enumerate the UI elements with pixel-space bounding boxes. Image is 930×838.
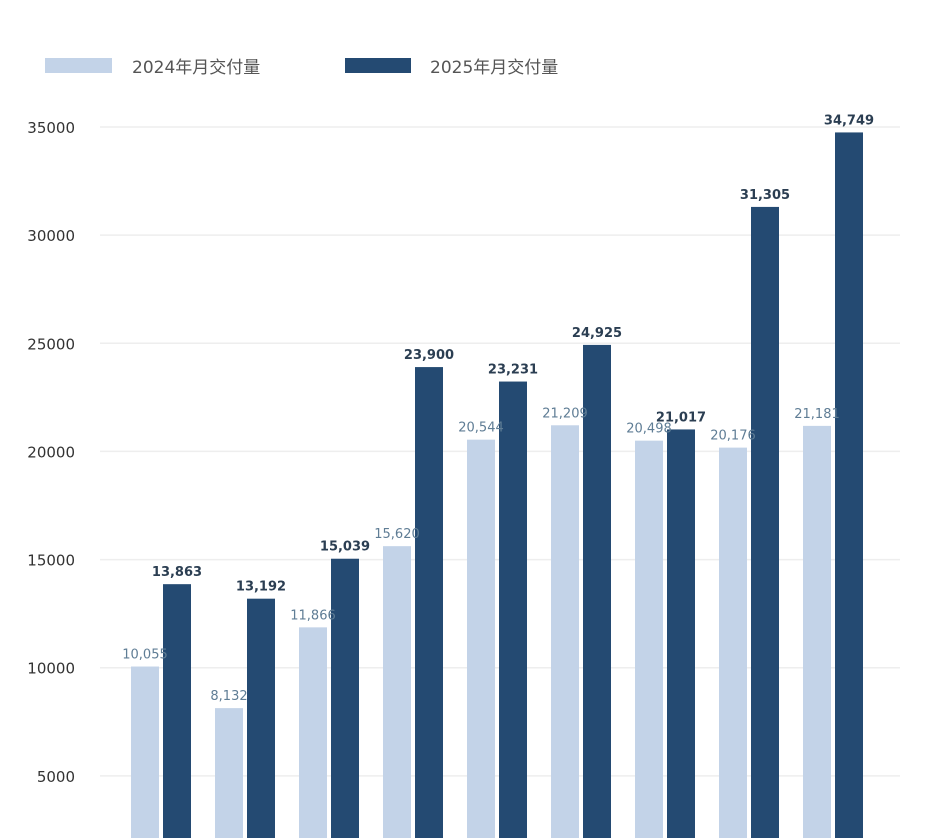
legend-label-2024: 2024年月交付量	[132, 58, 260, 78]
data-label-2025: 24,925	[572, 326, 622, 341]
bar-2025	[583, 344, 611, 838]
bar-2024	[719, 447, 747, 838]
legend-swatch-2025	[345, 58, 411, 73]
bar-2025	[499, 381, 527, 838]
y-tick-label: 20000	[27, 443, 75, 461]
data-label-2025: 23,231	[488, 363, 538, 378]
bar-2025	[331, 558, 359, 838]
bar-2024	[635, 440, 663, 838]
legend: 2024年月交付量 2025年月交付量	[45, 58, 558, 78]
y-tick-label: 15000	[27, 552, 75, 570]
legend-label-2025: 2025年月交付量	[430, 58, 558, 78]
y-tick-label: 25000	[27, 335, 75, 353]
data-label-2025: 21,017	[656, 410, 706, 425]
data-label-2025: 31,305	[740, 188, 790, 203]
bar-2024	[215, 708, 243, 838]
y-tick-label: 35000	[27, 119, 75, 137]
data-label-2025: 23,900	[404, 348, 454, 363]
data-label-2025: 15,039	[320, 540, 370, 555]
bar-2024	[131, 666, 159, 838]
bar-2024	[383, 546, 411, 838]
bar-2024	[299, 627, 327, 838]
data-label-2024: 21,209	[542, 406, 588, 421]
bar-2025	[163, 584, 191, 838]
data-label-2024: 20,498	[626, 422, 672, 437]
data-label-2024: 8,132	[210, 689, 247, 704]
bar-2025	[667, 429, 695, 838]
bar-2025	[415, 367, 443, 838]
data-label-2024: 21,181	[794, 407, 840, 422]
bar-2025	[751, 206, 779, 838]
data-label-2024: 11,866	[290, 608, 336, 623]
y-tick-label: 10000	[27, 660, 75, 678]
bar-2024	[467, 439, 495, 838]
y-axis: 5000 10000 15000 20000 25000 30000 35000	[27, 119, 75, 786]
legend-swatch-2024	[45, 58, 112, 73]
data-labels: 10,055 8,132 11,866 15,620 20,544 21,209 20,49…	[122, 113, 874, 704]
data-label-2025: 13,863	[152, 565, 202, 580]
data-label-2024: 15,620	[374, 527, 420, 542]
data-label-2025: 34,749	[824, 113, 874, 128]
bar-2024	[551, 425, 579, 838]
y-tick-label: 5000	[37, 768, 75, 786]
bar-2025	[835, 132, 863, 838]
bars	[131, 132, 863, 838]
bar-2025	[247, 598, 275, 838]
data-label-2025: 13,192	[236, 580, 286, 595]
bar-2024	[803, 425, 831, 838]
data-label-2024: 20,176	[710, 429, 756, 444]
data-label-2024: 10,055	[122, 648, 168, 663]
y-tick-label: 30000	[27, 227, 75, 245]
data-label-2024: 20,544	[458, 421, 504, 436]
